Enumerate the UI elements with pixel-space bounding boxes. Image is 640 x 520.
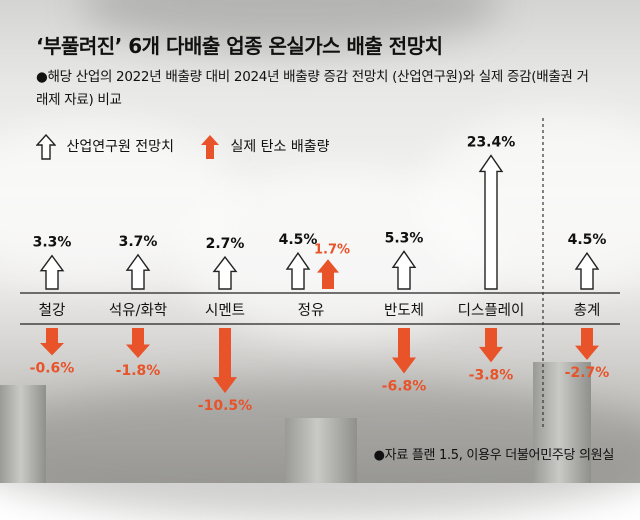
category-label: 디스플레이 [458,302,525,319]
actual-value-label: -6.8% [382,379,427,395]
category-label: 반도체 [384,302,424,319]
actual-arrow [40,328,64,356]
forecast-arrow [285,251,311,290]
forecast-value-label: 4.5% [568,232,607,248]
category-label: 석유/화학 [109,302,167,319]
actual-arrow [392,328,416,374]
forecast-arrow [391,250,417,290]
actual-value-label: -2.7% [565,365,610,381]
forecast-value-label: 2.7% [206,236,245,252]
chart-title: ‘부풀려진’ 6개 다배출 업종 온실가스 배출 전망치 [36,34,443,58]
legend-actual: 실제 탄소 배출량 [200,134,330,160]
actual-arrow [575,328,599,360]
legend-forecast: 산업연구원 전망치 [35,133,174,160]
category-label: 정유 [298,302,325,319]
forecast-arrow [39,254,65,290]
legend-actual-label: 실제 탄소 배출량 [230,139,330,155]
forecast-value-label: 4.5% [279,232,318,248]
actual-arrow [213,328,237,394]
source-note: ●자료 플랜 1.5, 이용우 더불어민주당 의원실 [373,448,615,463]
actual-arrow [479,328,503,363]
category-label: 철강 [39,302,66,319]
forecast-arrow [212,255,238,290]
forecast-value-label: 5.3% [385,230,424,246]
actual-arrow [126,328,150,358]
forecast-arrow [125,253,151,290]
forecast-arrow [574,251,600,290]
actual-value-label: 1.7% [314,242,350,257]
actual-value-label: -10.5% [198,398,252,414]
orange-arrow-icon [201,135,219,159]
category-label: 총계 [574,302,601,319]
actual-value-label: -3.8% [469,367,514,383]
white-arrow-icon [35,133,57,160]
left-chimney [0,385,46,483]
forecast-arrow [478,154,504,290]
forecast-value-label: 3.3% [33,235,72,251]
middle-chimney [285,418,357,483]
category-label: 시멘트 [205,302,245,319]
actual-arrow [317,259,339,289]
forecast-value-label: 3.7% [119,234,158,250]
actual-value-label: -1.8% [116,363,161,379]
chart-subtitle: ●해당 산업의 2022년 배출량 대비 2024년 배출량 증감 전망치 (산… [36,69,589,108]
legend-forecast-label: 산업연구원 전망치 [66,139,174,155]
forecast-value-label: 23.4% [467,134,516,150]
actual-value-label: -0.6% [30,360,75,376]
chart-plot-area: 철강 3.3% -0.6% 석유/화학 3.7% -1.8% 시멘트 2.7% -10.5% 정유… [20,118,620,430]
